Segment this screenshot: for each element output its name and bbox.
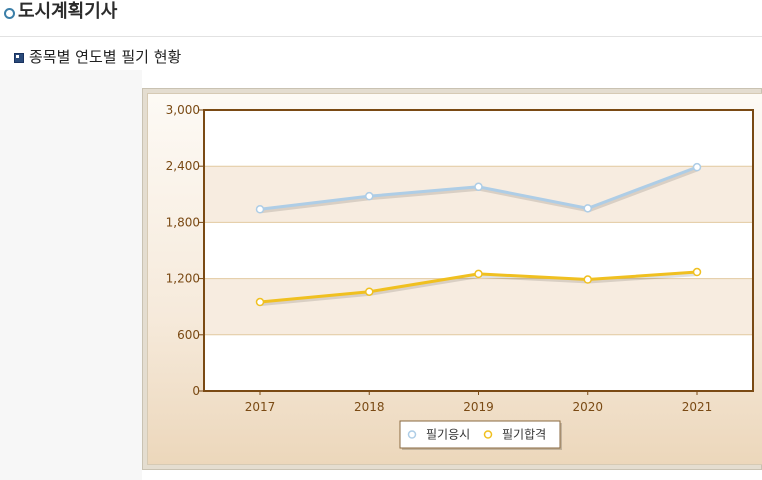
x-tick-label: 2017 — [245, 400, 276, 414]
x-axis: 2017 2018 2019 2020 2021 — [245, 391, 713, 414]
data-point[interactable] — [255, 205, 265, 214]
left-panel — [0, 70, 142, 480]
title-bullet-icon — [4, 8, 15, 19]
page-title-bar: 도시계획기사 — [0, 0, 762, 37]
legend-marker — [407, 430, 417, 439]
x-tick-label: 2019 — [463, 400, 494, 414]
y-tick-label: 1,200 — [166, 272, 200, 286]
plot-bands — [204, 110, 753, 391]
legend-marker — [483, 430, 493, 439]
y-tick-label: 1,800 — [166, 215, 200, 229]
data-point[interactable] — [255, 297, 265, 307]
plot-background — [204, 110, 753, 391]
legend-label: 필기응시 — [426, 428, 470, 442]
series-lines — [255, 162, 702, 307]
data-point[interactable] — [583, 204, 592, 213]
y-tick-label: 600 — [177, 328, 200, 342]
data-point[interactable] — [474, 182, 483, 192]
y-tick-label: 0 — [192, 384, 200, 398]
section-heading-text: 종목별 연도별 필기 현황 — [29, 48, 182, 66]
data-point[interactable] — [365, 287, 374, 296]
plot-band — [204, 278, 753, 335]
x-tick-label: 2018 — [354, 400, 385, 414]
data-point[interactable] — [583, 275, 592, 284]
y-tick-label: 2,400 — [166, 159, 200, 173]
plot-band — [204, 166, 753, 223]
legend: 필기응시 필기합격 — [399, 420, 562, 450]
data-point[interactable] — [474, 269, 483, 279]
data-point[interactable] — [692, 267, 702, 277]
data-point[interactable] — [692, 162, 702, 172]
x-tick-label: 2021 — [682, 400, 713, 414]
data-point[interactable] — [365, 191, 374, 201]
plot-gridlines — [204, 165, 753, 336]
y-tick-label: 3,000 — [166, 103, 200, 117]
page-title: 도시계획기사 — [18, 1, 118, 22]
y-axis: 0 600 1,200 1,800 2,400 3,000 — [166, 103, 204, 398]
legend-box — [399, 420, 561, 449]
legend-label: 필기합격 — [502, 428, 546, 442]
section-bullet-icon — [14, 53, 24, 63]
x-tick-label: 2020 — [572, 400, 603, 414]
